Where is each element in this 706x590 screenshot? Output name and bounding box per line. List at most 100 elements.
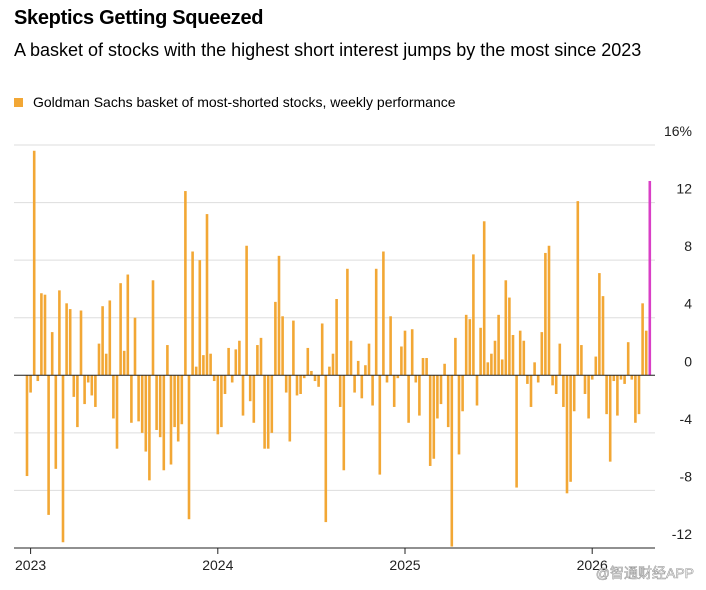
bar [238,340,241,376]
bar [259,337,263,376]
bar [382,251,385,376]
bar [324,375,328,523]
bar [634,375,637,423]
bar [601,296,605,376]
bar [76,375,79,428]
bar [378,375,382,475]
bar [432,375,436,459]
bar [641,303,644,376]
bar [212,375,216,382]
bar [364,365,367,376]
bar [256,345,259,376]
bar [468,319,472,376]
bar [79,310,83,376]
bar [130,375,133,423]
bar [407,375,410,423]
bar [371,375,374,406]
bar [572,375,576,412]
bar [230,375,234,383]
bar [227,347,230,376]
bar [461,375,464,412]
bar [133,317,137,376]
bar [338,375,342,407]
bar [472,254,475,376]
bar [310,370,313,376]
bar [317,375,320,387]
bar [565,375,569,494]
bar [479,327,482,376]
bar [547,245,551,376]
bar [43,294,47,376]
bar [436,375,439,419]
bar [619,375,623,380]
bar [112,375,115,419]
bar [29,375,32,393]
bar [50,332,54,376]
bar [558,343,562,376]
bar [439,375,443,405]
bar [299,375,302,394]
bar [101,306,104,376]
bar [137,375,140,422]
bar [94,375,97,407]
legend-label: Goldman Sachs basket of most-shorted sto… [33,94,456,110]
bar [331,353,335,376]
bar [302,375,306,379]
bar [281,316,284,376]
bar [490,353,493,376]
bar [418,375,421,416]
x-tick-label: 2023 [15,557,46,573]
x-tick-label: 2025 [389,557,420,573]
bar [576,201,580,376]
bar [403,330,407,376]
bar [86,375,90,383]
bar [223,375,227,394]
bar [194,366,198,376]
bar [90,375,94,396]
bar [313,375,317,382]
bar [515,375,518,488]
bar [270,375,274,433]
bar [65,303,68,376]
bar [58,290,61,376]
bar [526,375,529,384]
bar [234,349,238,376]
bar [626,342,630,376]
y-tick-label: -12 [672,526,692,542]
y-tick-label: 0 [684,353,692,369]
bar [306,347,310,376]
bar [400,346,403,376]
bar [554,375,558,394]
bar [266,375,270,449]
bar [533,362,536,376]
bar [414,375,418,383]
bar [144,375,148,452]
legend: Goldman Sachs basket of most-shorted sto… [14,94,456,110]
bar [54,375,58,469]
bar [198,260,202,376]
bar [504,280,508,376]
bar [68,309,72,376]
bar [36,375,40,382]
bar [598,273,601,376]
bar [500,359,504,376]
bar [108,300,112,376]
bar [518,330,522,376]
bar [216,375,220,435]
chart-title: Skeptics Getting Squeezed [14,7,264,29]
bar [104,353,108,376]
bar [580,345,583,376]
bar [569,375,572,482]
bar [410,329,414,376]
bar [493,340,497,376]
bar [457,375,461,455]
bar [508,297,511,376]
bar [241,375,245,416]
bar [119,283,122,376]
bar [140,375,144,433]
bar [587,375,590,419]
bar [187,375,191,520]
bar [274,301,277,376]
